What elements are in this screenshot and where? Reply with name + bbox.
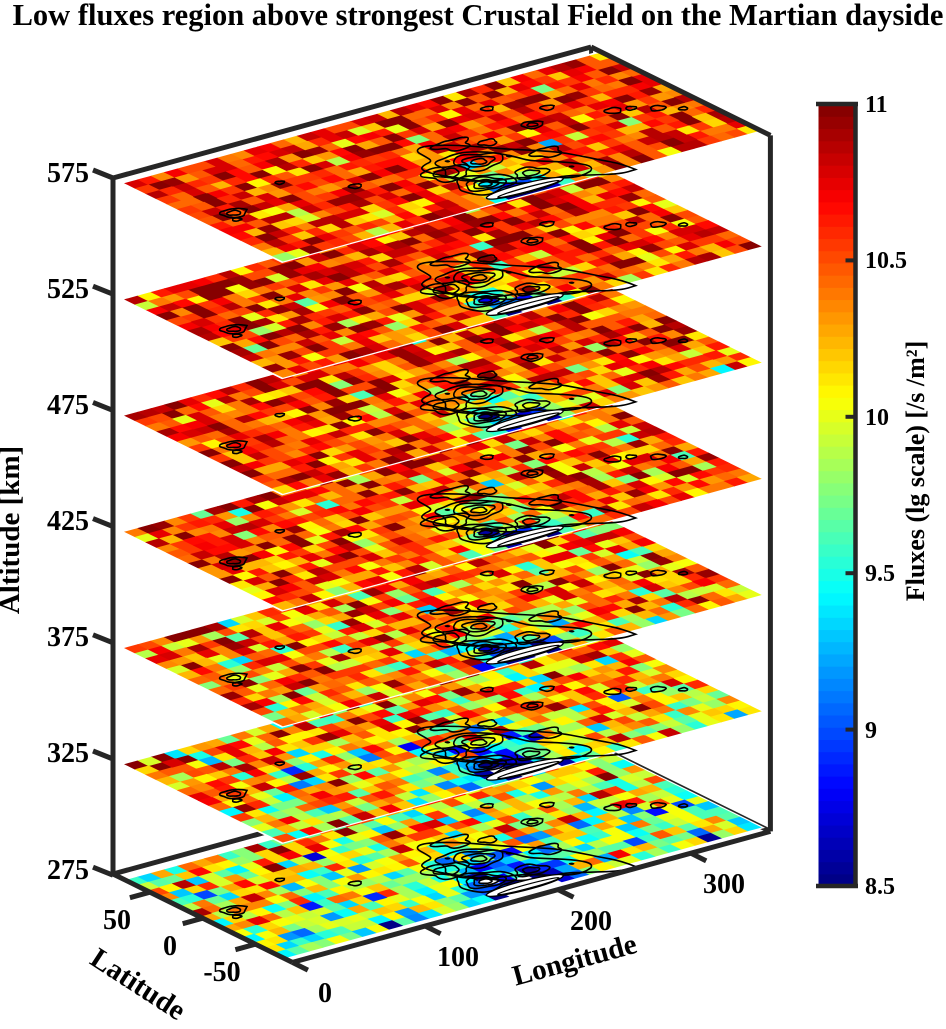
- svg-text:8.5: 8.5: [865, 874, 895, 900]
- svg-text:200: 200: [570, 906, 612, 937]
- svg-text:Low fluxes region above strong: Low fluxes region above strongest Crusta…: [13, 0, 944, 32]
- svg-text:10.5: 10.5: [865, 248, 907, 274]
- svg-text:425: 425: [47, 506, 89, 537]
- svg-text:325: 325: [47, 738, 89, 769]
- svg-text:375: 375: [47, 622, 89, 653]
- svg-text:9.5: 9.5: [865, 561, 895, 587]
- svg-text:50: 50: [103, 905, 131, 936]
- svg-text:575: 575: [47, 158, 89, 189]
- svg-text:525: 525: [47, 274, 89, 305]
- svg-text:0: 0: [163, 931, 177, 962]
- svg-text:0: 0: [318, 978, 332, 1009]
- svg-text:Fluxes (lg scale) [/s /m²]: Fluxes (lg scale) [/s /m²]: [901, 341, 930, 602]
- svg-text:475: 475: [47, 390, 89, 421]
- svg-text:-50: -50: [203, 957, 240, 988]
- svg-text:11: 11: [865, 92, 888, 118]
- svg-text:Altitude [km]: Altitude [km]: [0, 446, 26, 614]
- svg-text:100: 100: [437, 942, 479, 973]
- svg-text:275: 275: [47, 855, 89, 886]
- svg-text:300: 300: [703, 869, 745, 900]
- svg-text:9: 9: [865, 718, 877, 744]
- svg-text:10: 10: [865, 405, 889, 431]
